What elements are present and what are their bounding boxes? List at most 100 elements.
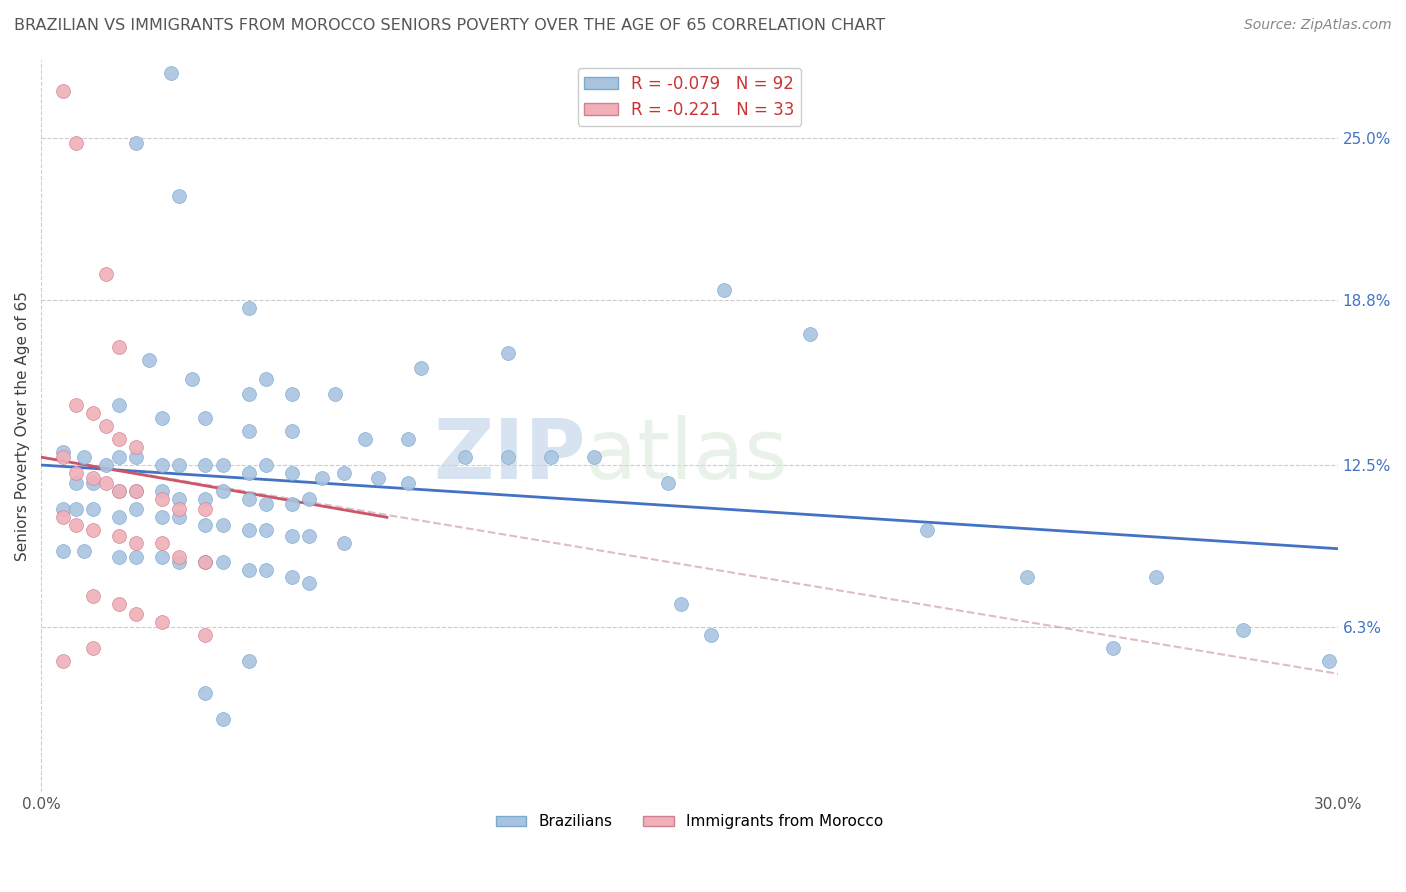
Text: Source: ZipAtlas.com: Source: ZipAtlas.com	[1244, 18, 1392, 32]
Point	[281, 497, 304, 511]
Point	[298, 491, 321, 506]
Point	[332, 466, 354, 480]
Point	[52, 654, 75, 668]
Point	[298, 528, 321, 542]
Point	[65, 502, 87, 516]
Text: BRAZILIAN VS IMMIGRANTS FROM MOROCCO SENIORS POVERTY OVER THE AGE OF 65 CORRELAT: BRAZILIAN VS IMMIGRANTS FROM MOROCCO SEN…	[14, 18, 886, 33]
Point	[496, 345, 519, 359]
Point	[108, 528, 131, 542]
Point	[1102, 641, 1125, 656]
Point	[211, 518, 233, 533]
Point	[211, 712, 233, 726]
Legend: Brazilians, Immigrants from Morocco: Brazilians, Immigrants from Morocco	[489, 808, 889, 836]
Point	[108, 340, 131, 354]
Point	[52, 544, 75, 558]
Point	[125, 536, 148, 550]
Point	[65, 398, 87, 412]
Point	[669, 597, 692, 611]
Point	[125, 440, 148, 454]
Point	[254, 563, 277, 577]
Point	[82, 406, 104, 420]
Point	[169, 549, 191, 564]
Point	[281, 466, 304, 480]
Point	[125, 484, 148, 499]
Point	[194, 411, 217, 425]
Point	[150, 536, 173, 550]
Point	[254, 372, 277, 386]
Point	[454, 450, 477, 465]
Point	[52, 450, 75, 465]
Point	[125, 549, 148, 564]
Point	[150, 510, 173, 524]
Y-axis label: Seniors Poverty Over the Age of 65: Seniors Poverty Over the Age of 65	[15, 291, 30, 561]
Point	[169, 458, 191, 472]
Point	[398, 476, 420, 491]
Point	[799, 327, 821, 342]
Point	[194, 502, 217, 516]
Point	[169, 491, 191, 506]
Point	[700, 628, 723, 642]
Point	[281, 387, 304, 401]
Point	[82, 471, 104, 485]
Point	[150, 491, 173, 506]
Point	[194, 458, 217, 472]
Point	[108, 597, 131, 611]
Point	[238, 524, 260, 538]
Point	[125, 607, 148, 621]
Point	[194, 518, 217, 533]
Point	[169, 555, 191, 569]
Point	[194, 555, 217, 569]
Point	[238, 563, 260, 577]
Point	[169, 502, 191, 516]
Point	[125, 502, 148, 516]
Point	[194, 491, 217, 506]
Point	[367, 471, 389, 485]
Point	[194, 685, 217, 699]
Point	[1317, 654, 1340, 668]
Point	[540, 450, 562, 465]
Point	[94, 476, 117, 491]
Point	[82, 589, 104, 603]
Point	[108, 484, 131, 499]
Point	[238, 654, 260, 668]
Point	[496, 450, 519, 465]
Point	[94, 267, 117, 281]
Text: ZIP: ZIP	[433, 415, 586, 496]
Point	[657, 476, 679, 491]
Point	[125, 136, 148, 151]
Point	[915, 524, 938, 538]
Point	[1232, 623, 1254, 637]
Point	[108, 484, 131, 499]
Point	[125, 484, 148, 499]
Point	[211, 555, 233, 569]
Point	[169, 510, 191, 524]
Point	[150, 411, 173, 425]
Point	[108, 549, 131, 564]
Point	[332, 536, 354, 550]
Point	[108, 398, 131, 412]
Point	[298, 575, 321, 590]
Point	[52, 84, 75, 98]
Text: atlas: atlas	[586, 415, 787, 496]
Point	[1144, 570, 1167, 584]
Point	[82, 502, 104, 516]
Point	[311, 471, 333, 485]
Point	[238, 466, 260, 480]
Point	[94, 458, 117, 472]
Point	[281, 570, 304, 584]
Point	[323, 387, 346, 401]
Point	[82, 476, 104, 491]
Point	[108, 510, 131, 524]
Point	[94, 418, 117, 433]
Point	[238, 387, 260, 401]
Point	[73, 544, 96, 558]
Point	[108, 432, 131, 446]
Point	[583, 450, 606, 465]
Point	[713, 283, 735, 297]
Point	[181, 372, 204, 386]
Point	[169, 188, 191, 202]
Point	[1015, 570, 1038, 584]
Point	[65, 476, 87, 491]
Point	[411, 361, 433, 376]
Point	[65, 136, 87, 151]
